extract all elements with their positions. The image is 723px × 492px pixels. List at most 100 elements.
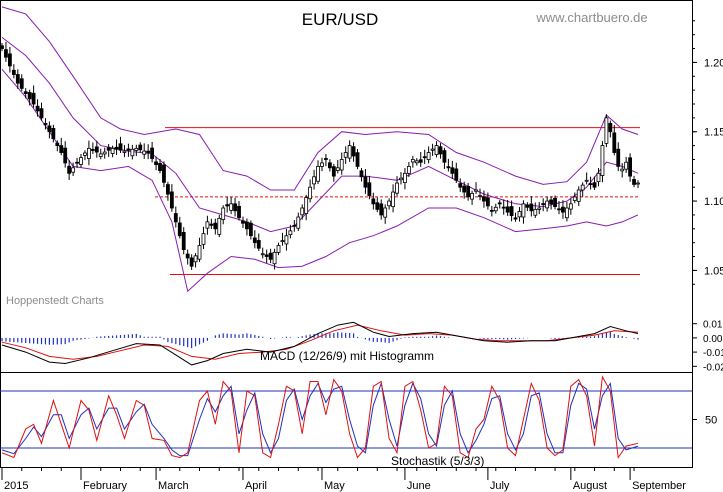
candle-down	[181, 232, 186, 251]
macd-tick-label: 0.00	[703, 334, 723, 345]
candle-up	[564, 207, 569, 219]
candle-up	[343, 152, 348, 158]
stochastic-panel	[0, 372, 692, 459]
bollinger-upper-line	[1, 6, 639, 191]
candle-down	[363, 176, 368, 188]
price-tick-label: 1.15	[704, 127, 723, 139]
candle-up	[98, 153, 103, 157]
candle-down	[150, 147, 155, 159]
candle-down	[612, 132, 617, 153]
candle-up	[217, 217, 222, 235]
candle-up	[383, 207, 388, 218]
candle-down	[561, 206, 565, 213]
candle-down	[225, 204, 230, 207]
candle-down	[67, 165, 72, 174]
price-tick-label: 1.10	[704, 196, 723, 208]
candle-down	[126, 148, 131, 151]
candle-up	[568, 203, 573, 210]
candle-down	[47, 125, 52, 133]
month-label: May	[324, 480, 345, 492]
candle-down	[146, 150, 151, 153]
stoch-k-line	[1, 375, 639, 459]
candle-down	[245, 221, 249, 230]
candle-down	[628, 157, 632, 177]
candle-up	[604, 117, 609, 144]
candle-down	[422, 156, 427, 159]
candle-down	[379, 203, 384, 216]
month-label: August	[573, 480, 607, 492]
candle-up	[580, 184, 585, 191]
watermark: Hoppenstedt Charts	[6, 295, 104, 307]
month-label: April	[245, 480, 267, 492]
candle-down	[268, 252, 273, 260]
candle-down	[608, 123, 613, 133]
price-tick-label: 1.20	[704, 57, 723, 69]
candle-down	[371, 198, 376, 205]
candle-down	[118, 143, 123, 151]
candle-down	[162, 164, 166, 183]
candle-down	[529, 203, 534, 212]
candle-down	[166, 184, 170, 195]
price-tick-label: 1.05	[704, 265, 723, 277]
candle-down	[0, 45, 4, 49]
candle-up	[102, 151, 107, 155]
candle-up	[636, 182, 640, 185]
candle-up	[304, 197, 309, 214]
candle-down	[324, 158, 328, 160]
candle-up	[276, 245, 281, 253]
candle-down	[525, 204, 530, 208]
candle-up	[620, 168, 625, 172]
candle-up	[470, 193, 474, 200]
candle-up	[347, 145, 352, 159]
candle-up	[83, 152, 87, 156]
candle-up	[335, 167, 340, 171]
candle-up	[284, 235, 289, 245]
candle-up	[339, 159, 344, 171]
chart-title: EUR/USD	[302, 10, 379, 29]
candle-up	[521, 203, 526, 218]
candle-up	[110, 147, 115, 154]
candle-up	[572, 196, 577, 201]
macd-tick-label: 0.01	[703, 320, 723, 331]
candle-down	[31, 92, 36, 105]
candle-up	[316, 165, 320, 182]
candle-down	[509, 206, 514, 217]
candle-down	[466, 186, 471, 198]
candle-down	[51, 128, 56, 140]
month-label: June	[407, 480, 431, 492]
candle-up	[272, 251, 277, 265]
candle-up	[296, 216, 301, 229]
candle-up	[493, 206, 498, 212]
candle-up	[229, 203, 234, 211]
candle-down	[458, 183, 463, 188]
candle-down	[209, 223, 214, 226]
candle-up	[130, 148, 135, 157]
candle-down	[15, 74, 20, 84]
candle-up	[308, 186, 313, 200]
candle-down	[632, 179, 636, 185]
candle-up	[288, 230, 293, 236]
candle-down	[557, 208, 561, 211]
candle-down	[264, 254, 269, 257]
stoch-tick-label: 50	[705, 415, 717, 427]
candle-up	[320, 162, 324, 167]
candle-down	[237, 205, 241, 219]
candle-down	[292, 224, 297, 227]
candle-down	[438, 146, 443, 155]
candle-up	[197, 245, 202, 260]
candle-up	[260, 253, 265, 256]
candle-down	[592, 182, 597, 188]
candle-down	[213, 222, 218, 230]
candle-down	[256, 240, 261, 249]
candle-down	[4, 49, 8, 58]
candle-down	[513, 217, 518, 220]
candle-down	[138, 144, 143, 151]
candle-down	[367, 182, 372, 196]
candle-up	[474, 189, 478, 192]
candle-up	[395, 182, 399, 194]
candle-down	[331, 166, 336, 177]
candle-up	[300, 207, 305, 216]
candle-down	[177, 222, 182, 237]
candle-down	[19, 78, 24, 89]
candle-down	[497, 202, 502, 205]
